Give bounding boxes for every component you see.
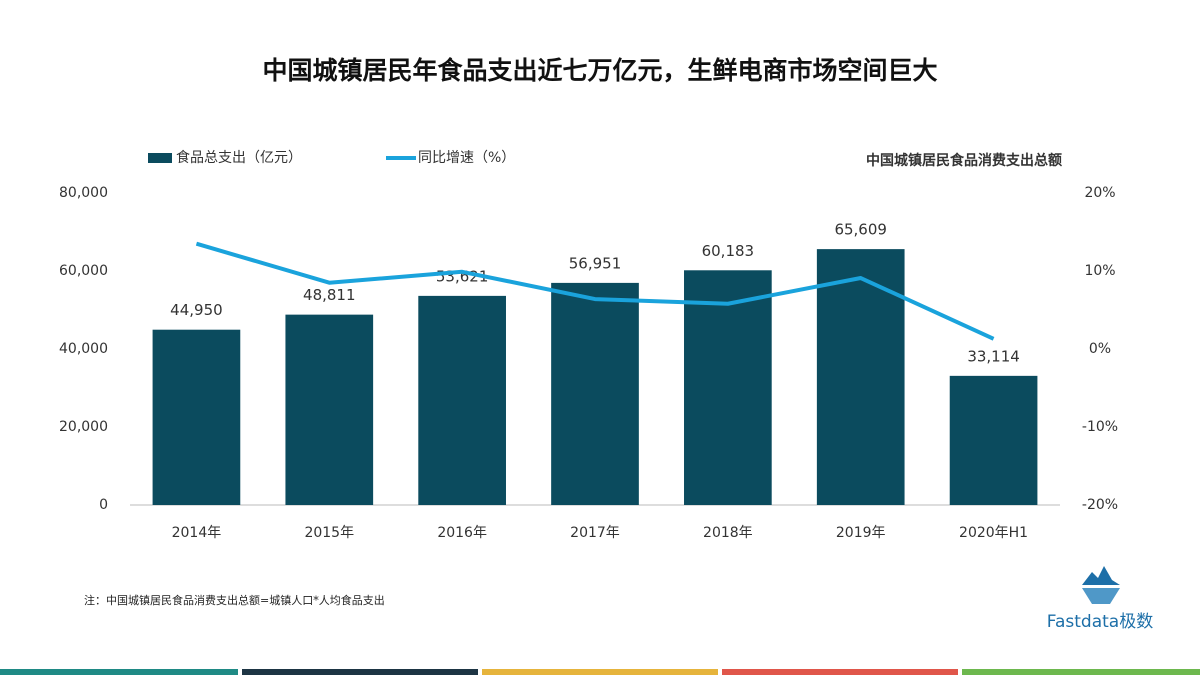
bar	[152, 329, 241, 505]
logo: Fastdata极数	[1047, 612, 1153, 632]
x-tick-label: 2014年	[172, 525, 222, 541]
bar	[285, 314, 374, 505]
bar	[418, 295, 506, 505]
bar	[816, 249, 905, 505]
line	[195, 241, 995, 341]
x-tick-label: 2018年	[703, 525, 753, 541]
logo-icon	[1082, 566, 1120, 604]
y2-tick-label: -20%	[1082, 497, 1118, 513]
x-tick-label: 2016年	[437, 525, 487, 541]
value-label: 60,183	[702, 242, 755, 260]
y2-tick-label: -10%	[1082, 419, 1118, 435]
y-tick-label: 60,000	[59, 263, 108, 279]
legend-swatch	[148, 153, 172, 163]
y2-tick-label: 0%	[1089, 341, 1111, 357]
legend-label: 食品总支出（亿元）	[176, 149, 302, 166]
bar	[684, 270, 772, 505]
y-tick-label: 20,000	[59, 419, 108, 435]
y2-tick-label: 20%	[1084, 185, 1115, 201]
y-tick-label: 40,000	[59, 341, 108, 357]
legend-label: 同比增速（%）	[418, 150, 515, 166]
bottom-stripes	[0, 669, 1200, 675]
y-tick-label: 80,000	[59, 185, 108, 201]
value-label: 56,951	[569, 254, 622, 272]
value-label: 44,950	[170, 301, 223, 319]
chart-title: 中国城镇居民年食品支出近七万亿元，生鲜电商市场空间巨大	[262, 56, 937, 85]
x-tick-label: 2020年H1	[959, 525, 1028, 541]
x-tick-label: 2017年	[570, 525, 620, 541]
x-tick-label: 2015年	[304, 525, 354, 541]
bar	[949, 375, 1038, 505]
x-tick-label: 2019年	[836, 525, 886, 541]
annotation: 中国城镇居民食品消费支出总额	[866, 152, 1062, 169]
bar	[551, 282, 639, 505]
value-label: 48,811	[303, 286, 356, 304]
value-label: 33,114	[967, 347, 1020, 365]
y2-tick-label: 10%	[1084, 263, 1115, 279]
value-label: 65,609	[834, 221, 887, 239]
footnote: 注：中国城镇居民食品消费支出总额=城镇人口*人均食品支出	[84, 593, 385, 607]
y-tick-label: 0	[99, 497, 108, 513]
